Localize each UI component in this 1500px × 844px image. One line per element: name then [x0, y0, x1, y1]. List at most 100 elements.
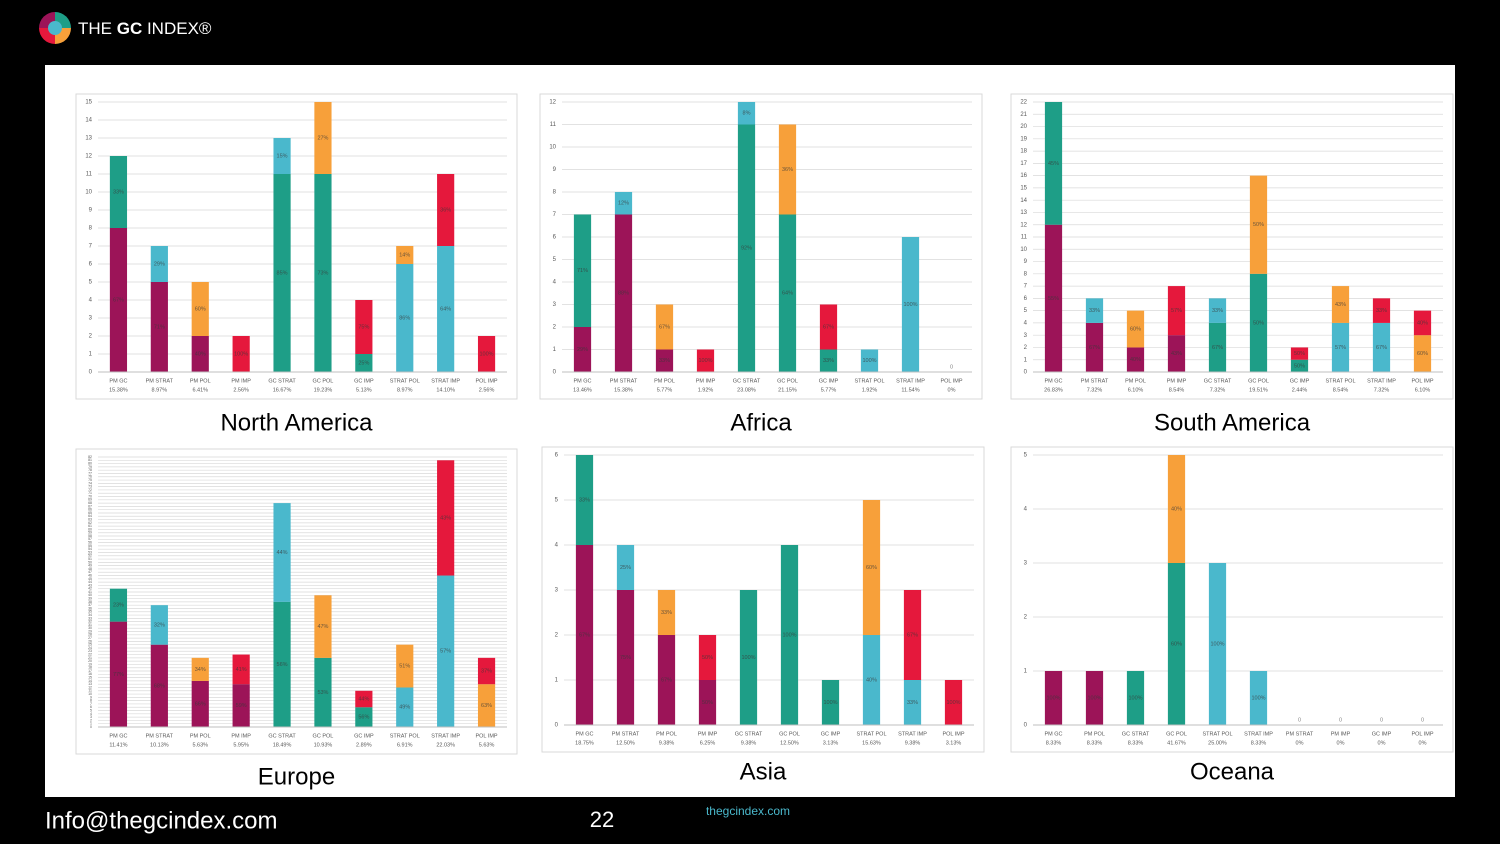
- category-share: 1.92%: [862, 387, 878, 393]
- y-tick-label: 36: [88, 606, 92, 610]
- y-tick-label: 30: [88, 626, 92, 630]
- y-tick-label: 33: [88, 616, 92, 620]
- y-tick-label: 14: [1020, 198, 1027, 204]
- bar-segment: [1167, 335, 1186, 372]
- value-label: 86%: [399, 315, 410, 321]
- bar-segment: [273, 503, 291, 602]
- value-label: 57%: [1335, 345, 1346, 351]
- y-tick-label: 4: [555, 543, 559, 549]
- x-tick-label: PM IMP: [231, 378, 251, 384]
- value-label: 40%: [195, 351, 206, 357]
- chart-title: North America: [220, 409, 373, 436]
- y-tick-label: 15: [85, 100, 92, 106]
- bar-segment: [314, 174, 332, 372]
- bar-segment: [314, 595, 332, 658]
- value-label: 100%: [1251, 695, 1265, 701]
- y-tick-label: 0: [1024, 370, 1028, 376]
- x-tick-label: STRAT POL: [854, 378, 884, 384]
- value-label: 67%: [907, 632, 918, 638]
- footer-email: Info@thegcindex.com: [45, 807, 278, 834]
- footer-website: thegcindex.com: [706, 804, 790, 818]
- bar-segment: [355, 354, 373, 372]
- y-tick-label: 78: [88, 468, 92, 472]
- bar-segment: [696, 349, 715, 372]
- value-label: 100%: [698, 358, 712, 364]
- category-share: 8.33%: [1087, 740, 1103, 746]
- y-tick-label: 10: [85, 190, 92, 196]
- bar-segment: [150, 246, 168, 282]
- category-share: 0%: [948, 387, 956, 393]
- category-share: 8.97%: [152, 387, 168, 393]
- category-share: 12.50%: [780, 740, 799, 746]
- y-tick-label: 18: [1020, 149, 1027, 155]
- x-tick-label: PM IMP: [231, 733, 251, 739]
- x-tick-label: PM IMP: [1331, 731, 1351, 737]
- bar-segment: [1167, 455, 1186, 563]
- y-tick-label: 13: [1020, 210, 1027, 216]
- bar-segment: [232, 336, 250, 372]
- y-tick-label: 3: [555, 588, 559, 594]
- brand-prefix: THE: [78, 19, 117, 38]
- bar-segment: [1167, 563, 1186, 725]
- y-tick-label: 11: [550, 122, 557, 128]
- value-label: 60%: [1417, 351, 1428, 357]
- x-tick-label: GC STRAT: [735, 731, 763, 737]
- value-label: 33%: [1212, 308, 1223, 314]
- y-tick-label: 17: [1020, 161, 1027, 167]
- category-share: 9.38%: [659, 740, 675, 746]
- value-label: 37%: [481, 668, 492, 674]
- y-tick-label: 38: [88, 600, 92, 604]
- value-label: 27%: [317, 135, 328, 141]
- x-tick-label: STRAT POL: [1325, 378, 1355, 384]
- category-share: 21.15%: [778, 387, 797, 393]
- y-tick-label: 12: [1020, 222, 1027, 228]
- value-label: 67%: [823, 324, 834, 330]
- bar-segment: [657, 590, 676, 635]
- y-tick-label: 6: [555, 453, 559, 459]
- y-tick-label: 2: [1024, 615, 1028, 621]
- bar-segment: [819, 304, 838, 350]
- value-label: 40%: [1130, 357, 1141, 363]
- y-tick-label: 18: [88, 666, 92, 670]
- value-label: 88%: [618, 291, 629, 297]
- category-share: 2.56%: [479, 387, 495, 393]
- y-tick-label: 6: [90, 705, 92, 709]
- y-tick-label: 15: [1020, 185, 1027, 191]
- y-tick-label: 34: [88, 613, 92, 617]
- y-tick-label: 71: [88, 491, 92, 495]
- bar-segment: [903, 680, 922, 725]
- y-tick-label: 17: [88, 669, 92, 673]
- value-label: 41%: [236, 667, 247, 673]
- x-tick-label: GC POL: [1248, 378, 1269, 384]
- category-share: 1.92%: [698, 387, 714, 393]
- category-share: 0%: [1419, 740, 1427, 746]
- y-tick-label: 51: [88, 557, 92, 561]
- value-label: 71%: [577, 268, 588, 274]
- y-tick-label: 9: [89, 208, 93, 214]
- brand-suffix: INDEX®: [142, 19, 212, 38]
- value-label: 47%: [317, 624, 328, 630]
- y-tick-label: 28: [88, 633, 92, 637]
- bar-segment: [1290, 347, 1309, 360]
- bar-segment: [150, 644, 168, 727]
- category-share: 13.46%: [573, 387, 592, 393]
- bar-segment: [314, 657, 332, 727]
- value-label: 50%: [702, 700, 713, 706]
- value-label: 43%: [1335, 302, 1346, 308]
- chart: 0 1 2 3 4 5 6 PM GC 18.75% 67% 33% PM STRAT 12.50% 75…: [541, 446, 985, 785]
- y-tick-label: 2: [555, 633, 559, 639]
- page-number: 22: [590, 807, 614, 832]
- category-share: 9.38%: [905, 740, 921, 746]
- y-tick-label: 4: [1024, 320, 1028, 326]
- y-tick-label: 41: [88, 590, 92, 594]
- x-tick-label: PM POL: [1084, 731, 1105, 737]
- bar-segment: [944, 680, 963, 725]
- y-tick-label: 24: [88, 646, 92, 650]
- y-tick-label: 73: [88, 485, 92, 489]
- y-tick-label: 12: [88, 685, 92, 689]
- x-tick-label: PM GC: [575, 731, 593, 737]
- value-label: 75%: [620, 655, 631, 661]
- chart: 0123456789101112131415161718192021222324…: [75, 448, 518, 790]
- y-tick-label: 68: [88, 501, 92, 505]
